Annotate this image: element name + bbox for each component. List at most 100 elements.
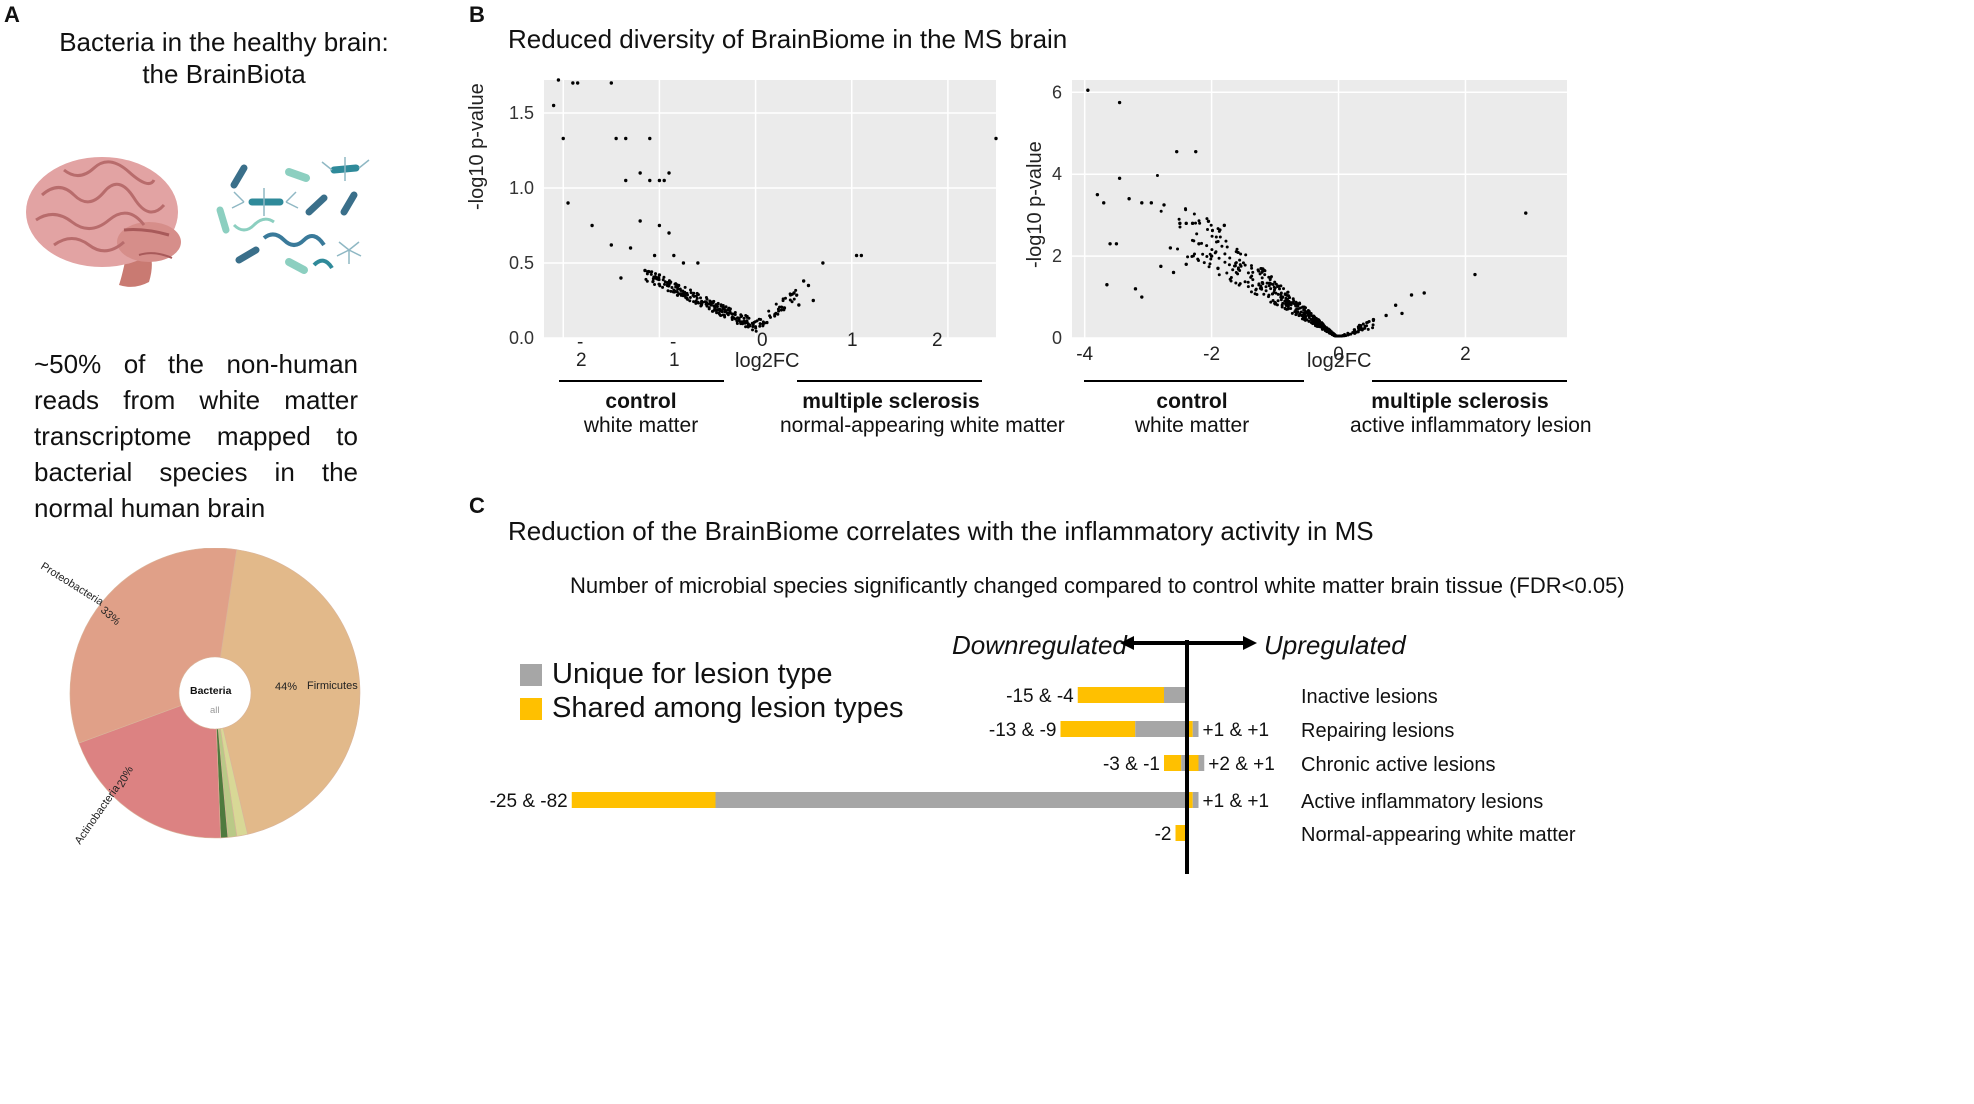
plot2-point xyxy=(1271,282,1275,286)
plot2-point xyxy=(1234,261,1238,265)
plot1-point xyxy=(733,310,737,314)
plot2-point xyxy=(1133,287,1138,291)
bar-unique-down xyxy=(1164,687,1187,703)
arrow-right-icon xyxy=(1243,636,1257,650)
plot2-point xyxy=(1284,304,1288,308)
donut-slice-proteobacteria xyxy=(69,548,238,744)
plot2-point xyxy=(1361,322,1365,326)
plot2-group-right-line xyxy=(1372,380,1567,382)
plot1-point xyxy=(792,297,796,301)
plot1-point xyxy=(683,285,687,289)
plot2-ytick-label: 6 xyxy=(1052,82,1062,102)
plot1-point xyxy=(721,303,725,307)
plot1-point xyxy=(663,280,667,284)
plot1-point xyxy=(676,287,680,291)
plot2-point xyxy=(1309,311,1313,315)
plot2-point xyxy=(1330,333,1334,337)
bar-shared-down xyxy=(1077,687,1164,703)
plot1-panel-background xyxy=(544,80,996,338)
plot1-point xyxy=(683,292,687,296)
plot2-point xyxy=(1095,192,1100,197)
plot2-point xyxy=(1213,251,1217,255)
plot2-point xyxy=(1238,258,1242,262)
plot2-point xyxy=(1184,221,1188,226)
slice-label-firmicutes: Firmicutes xyxy=(307,680,358,692)
plot1-point xyxy=(692,300,696,304)
plot1-point xyxy=(718,313,722,317)
plot1-point xyxy=(746,325,750,329)
plot1-point xyxy=(724,305,728,309)
plot2-point xyxy=(1224,239,1228,243)
plot2-point xyxy=(1473,272,1477,277)
plot2-point xyxy=(1321,326,1325,330)
downregulated-label: Downregulated xyxy=(952,630,1127,660)
plot1-point xyxy=(662,178,666,183)
plot2-point xyxy=(1175,149,1179,154)
bar-unique-up xyxy=(1192,721,1199,737)
plot2-point xyxy=(1234,250,1238,254)
brain-illustration-icon xyxy=(26,157,181,287)
plot2-point xyxy=(1197,242,1201,246)
plot1-point xyxy=(731,312,735,316)
plot2-group-right-sub: active inflammatory lesion xyxy=(1350,414,1592,437)
plot1-ylabel: -log10 p-value xyxy=(466,83,488,210)
plot1-point xyxy=(755,319,759,323)
plot1-point xyxy=(747,316,751,320)
plot1-point xyxy=(672,253,676,258)
plot2-point xyxy=(1233,264,1237,268)
plot1-point xyxy=(668,281,672,285)
plot2-point xyxy=(1289,306,1293,310)
plot2-point xyxy=(1262,268,1266,272)
plot2-point xyxy=(1279,295,1283,299)
plot2-point xyxy=(1347,333,1351,337)
plot1-point xyxy=(699,302,703,306)
plot1-point xyxy=(777,309,781,313)
plot2-point xyxy=(1264,289,1268,293)
plot1-point xyxy=(699,304,703,308)
plot1-point xyxy=(754,326,758,330)
legend-label-shared: Shared among lesion types xyxy=(552,692,904,724)
plot2-point xyxy=(1206,227,1210,231)
plot2-point xyxy=(1200,241,1204,245)
plot2-point xyxy=(1305,318,1309,322)
plot2-point xyxy=(1234,281,1238,285)
plot1-point xyxy=(590,223,594,228)
plot2-point xyxy=(1217,229,1221,233)
plot2-point xyxy=(1264,285,1268,289)
plot2-point xyxy=(1282,287,1286,291)
plot1-point xyxy=(732,316,736,320)
plot1-point xyxy=(751,328,755,332)
plot2-point xyxy=(1249,275,1253,279)
bar-shared-down xyxy=(1164,755,1182,771)
donut-slice-actinobacteria xyxy=(78,705,221,839)
plot1-point xyxy=(745,319,749,323)
plot2-point xyxy=(1342,333,1346,337)
plot2-point xyxy=(1210,228,1214,232)
plot1-point xyxy=(662,275,666,279)
plot2-point xyxy=(1194,221,1198,225)
plot2-point xyxy=(1197,219,1201,223)
plot1-point xyxy=(685,296,689,300)
plot2-point xyxy=(1366,327,1370,331)
bar-right-value-label: +1 & +1 xyxy=(1203,720,1270,741)
plot1-point xyxy=(728,307,732,311)
plot2-point xyxy=(1216,240,1220,244)
plot1-point xyxy=(679,292,683,296)
plot1-point xyxy=(782,308,786,312)
plot2-point xyxy=(1286,307,1290,311)
plot2-point xyxy=(1324,328,1328,332)
bar-left-value-label: -3 & -1 xyxy=(1103,754,1160,775)
plot1-xtick-1: 1 xyxy=(847,330,858,351)
plot1-point xyxy=(657,223,662,228)
plot2-point xyxy=(1228,256,1232,260)
plot1-point xyxy=(781,297,785,301)
plot2-point xyxy=(1269,300,1273,304)
plot2-point xyxy=(1171,270,1176,275)
plot1-ytick-label: 1.5 xyxy=(509,103,534,123)
plot1-point xyxy=(741,322,745,326)
plot2-point xyxy=(1393,303,1398,307)
plot1-point xyxy=(653,274,657,278)
plot2-point xyxy=(1367,319,1371,323)
plot2-point xyxy=(1117,100,1122,105)
panel-a-title: Bacteria in the healthy brain: the Brain… xyxy=(54,26,394,90)
